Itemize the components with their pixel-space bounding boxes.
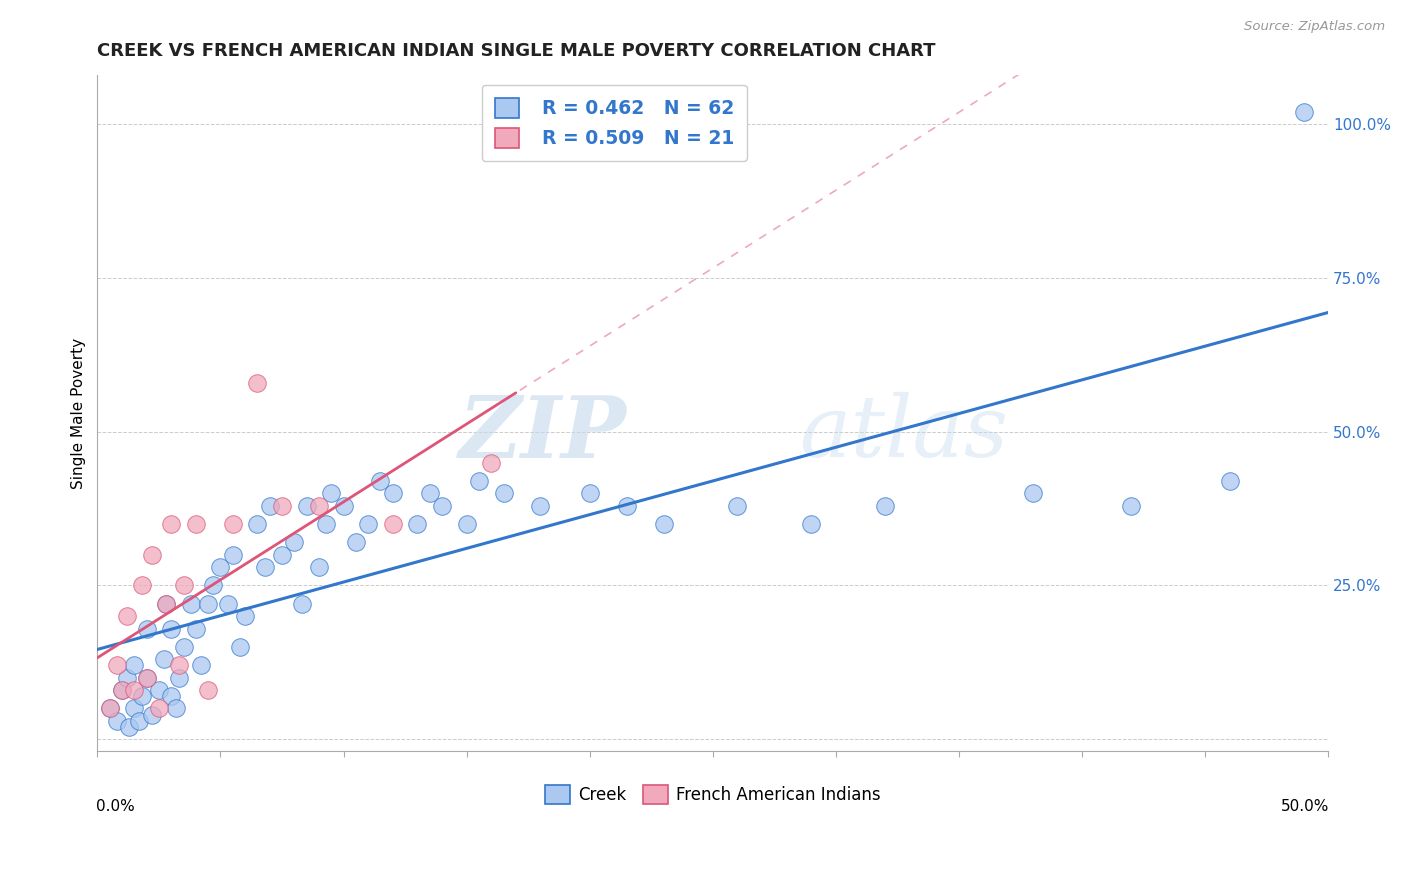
Point [430, 499, 453, 513]
Point [1219, 474, 1241, 488]
Point [160, 516, 183, 531]
Point [202, 578, 225, 592]
Point [419, 486, 441, 500]
Point [1121, 499, 1143, 513]
Point [291, 597, 314, 611]
Point [135, 671, 157, 685]
Point [124, 658, 146, 673]
Point [115, 609, 138, 624]
Point [381, 516, 404, 531]
Point [578, 486, 600, 500]
Point [135, 622, 157, 636]
Point [725, 499, 748, 513]
Text: 0.0%: 0.0% [96, 799, 135, 814]
Point [229, 640, 252, 654]
Point [135, 671, 157, 685]
Point [155, 597, 177, 611]
Point [315, 516, 337, 531]
Point [173, 578, 195, 592]
Point [873, 499, 896, 513]
Point [148, 683, 170, 698]
Point [295, 499, 318, 513]
Point [160, 622, 183, 636]
Point [332, 499, 354, 513]
Text: CREEK VS FRENCH AMERICAN INDIAN SINGLE MALE POVERTY CORRELATION CHART: CREEK VS FRENCH AMERICAN INDIAN SINGLE M… [97, 42, 936, 60]
Point [344, 535, 367, 549]
Point [233, 609, 256, 624]
Point [124, 683, 146, 698]
Point [381, 486, 404, 500]
Point [141, 707, 163, 722]
Point [308, 499, 330, 513]
Point [271, 499, 294, 513]
Point [253, 560, 276, 574]
Point [141, 548, 163, 562]
Point [456, 516, 478, 531]
Point [131, 578, 153, 592]
Point [105, 714, 128, 728]
Point [111, 683, 134, 698]
Point [118, 720, 141, 734]
Point [131, 689, 153, 703]
Point [105, 658, 128, 673]
Point [217, 597, 239, 611]
Point [246, 376, 269, 390]
Point [111, 683, 134, 698]
Point [173, 640, 195, 654]
Text: atlas: atlas [799, 392, 1008, 475]
Point [167, 658, 190, 673]
Point [115, 671, 138, 685]
Point [1022, 486, 1045, 500]
Point [370, 474, 392, 488]
Point [800, 516, 823, 531]
Point [124, 701, 146, 715]
Point [222, 516, 245, 531]
Point [190, 658, 212, 673]
Point [246, 516, 269, 531]
Point [479, 456, 502, 470]
Point [406, 516, 429, 531]
Point [167, 671, 190, 685]
Point [197, 597, 219, 611]
Legend: Creek, French American Indians: Creek, French American Indians [538, 779, 887, 811]
Point [529, 499, 551, 513]
Point [616, 499, 638, 513]
Point [155, 597, 177, 611]
Point [283, 535, 305, 549]
Point [259, 499, 281, 513]
Point [357, 516, 380, 531]
Y-axis label: Single Male Poverty: Single Male Poverty [72, 338, 86, 489]
Point [148, 701, 170, 715]
Point [165, 701, 187, 715]
Point [652, 516, 675, 531]
Point [209, 560, 232, 574]
Point [1292, 105, 1315, 120]
Point [180, 597, 202, 611]
Point [271, 548, 294, 562]
Point [184, 622, 207, 636]
Point [222, 548, 245, 562]
Point [128, 714, 150, 728]
Point [184, 516, 207, 531]
Point [98, 701, 121, 715]
Point [98, 701, 121, 715]
Point [197, 683, 219, 698]
Text: ZIP: ZIP [458, 392, 627, 475]
Point [492, 486, 515, 500]
Point [321, 486, 343, 500]
Point [468, 474, 491, 488]
Text: 50.0%: 50.0% [1281, 799, 1329, 814]
Point [160, 689, 183, 703]
Point [308, 560, 330, 574]
Text: Source: ZipAtlas.com: Source: ZipAtlas.com [1244, 20, 1385, 33]
Point [153, 652, 176, 666]
